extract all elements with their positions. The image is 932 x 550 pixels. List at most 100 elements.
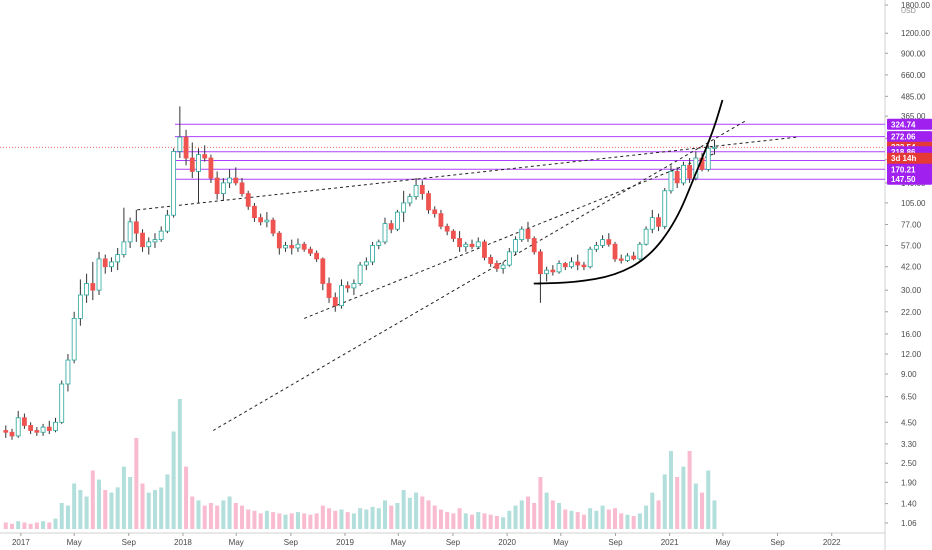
x-tick-label: May xyxy=(553,538,568,547)
cup-curve xyxy=(533,99,724,285)
volume-bar xyxy=(271,512,276,529)
volume-bar xyxy=(47,522,52,529)
candle-body xyxy=(618,258,624,261)
candle-body xyxy=(513,239,518,253)
y-tick-label: 77.00 xyxy=(901,221,922,230)
candle-body xyxy=(320,258,326,284)
candle-body xyxy=(326,283,332,298)
volume-bar xyxy=(128,477,133,529)
volume-bar xyxy=(59,503,64,529)
candle-body xyxy=(625,255,630,261)
y-tick-label: 1.06 xyxy=(901,519,917,528)
candle-body xyxy=(656,217,661,227)
candle-body xyxy=(177,136,183,152)
candles xyxy=(3,106,717,440)
candle-body xyxy=(339,285,344,307)
volume-bar xyxy=(233,503,238,529)
candle-body xyxy=(283,245,288,249)
volume-bar xyxy=(115,487,120,529)
candle-body xyxy=(202,154,208,159)
price-badge xyxy=(887,131,932,143)
candle-body xyxy=(102,258,108,268)
y-tick-label: 1800.00 xyxy=(901,1,930,10)
candle-body xyxy=(593,245,599,250)
volume-bar xyxy=(72,483,77,529)
volume-bar xyxy=(438,509,443,529)
candle-body xyxy=(258,217,264,223)
time-axis: 2017 May Sep 2018 May Sep 2019 May Sep 2020 May Sep… xyxy=(12,533,841,547)
volume-bar xyxy=(221,500,226,529)
volume-bar xyxy=(631,516,636,529)
candle-body xyxy=(183,136,189,159)
volume-bar xyxy=(240,505,245,529)
volume-bar xyxy=(171,431,176,529)
price-badge xyxy=(887,118,932,130)
candle-body xyxy=(158,230,164,241)
candle-body xyxy=(519,228,525,241)
candle-body xyxy=(531,238,537,253)
trendline xyxy=(303,152,717,319)
candle-body xyxy=(444,225,450,232)
volume-bar xyxy=(190,496,195,529)
candle-body xyxy=(3,430,9,433)
volume-bar xyxy=(3,522,8,529)
y-tick-label: 1.40 xyxy=(901,500,917,509)
candle-body xyxy=(15,417,21,437)
volume-bar xyxy=(482,513,487,529)
candle-body xyxy=(90,283,96,291)
price-badge xyxy=(887,173,932,185)
volume-bar xyxy=(668,451,673,529)
candle-body xyxy=(401,202,407,213)
countdown-badge xyxy=(887,152,932,164)
volume-bar xyxy=(476,512,481,529)
volume-bar xyxy=(264,510,269,529)
candle-body xyxy=(450,230,456,239)
candle-body xyxy=(289,245,295,249)
volume-bar xyxy=(146,492,151,529)
candle-body xyxy=(500,264,506,269)
candle-body xyxy=(133,221,139,234)
volume-bar xyxy=(351,513,356,529)
x-tick-label: May xyxy=(67,538,82,547)
candle-body xyxy=(419,185,425,195)
candle-body xyxy=(363,261,369,266)
volume-bar xyxy=(308,514,313,529)
candle-body xyxy=(606,239,612,245)
volume-bar xyxy=(295,512,300,529)
price-badge-label: 324.74 xyxy=(891,120,916,129)
candle-body xyxy=(370,245,375,263)
x-tick-label: 2022 xyxy=(823,538,841,547)
candle-body xyxy=(252,205,257,219)
volume-bar xyxy=(327,508,332,529)
volume-bar xyxy=(22,522,27,529)
candle-body xyxy=(581,264,587,268)
volume-bar xyxy=(538,477,543,529)
volume-bar xyxy=(252,510,257,529)
x-tick-label: 2021 xyxy=(661,538,679,547)
price-axis: 1800.001200.00900.00660.00485.00365.0026… xyxy=(885,1,930,528)
volume-bar xyxy=(712,500,717,529)
volume-bar xyxy=(613,508,618,529)
y-tick-label: 30.00 xyxy=(901,286,922,295)
candle-body xyxy=(575,261,581,266)
candle-body xyxy=(612,243,618,260)
x-tick-label: Sep xyxy=(770,538,785,547)
x-tick-label: 2017 xyxy=(12,538,30,547)
volume-bar xyxy=(28,523,33,529)
candle-body xyxy=(457,238,462,248)
y-tick-label: 1200.00 xyxy=(901,29,930,38)
candle-body xyxy=(438,213,444,227)
volume-bar xyxy=(519,500,524,529)
candle-body xyxy=(562,263,568,268)
grid xyxy=(0,0,886,550)
candle-body xyxy=(71,318,77,361)
candle-body xyxy=(631,255,637,260)
volume-bar xyxy=(662,474,667,529)
volume-bar xyxy=(457,508,462,529)
candle-body xyxy=(538,251,543,275)
volume-bar xyxy=(333,510,338,529)
x-tick-label: 2020 xyxy=(498,538,516,547)
candle-body xyxy=(301,243,307,250)
